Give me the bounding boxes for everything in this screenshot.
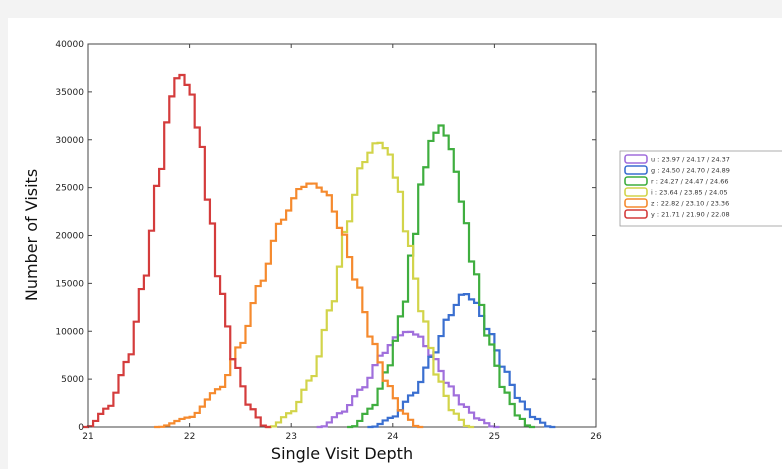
y-axis: 0 5000 10000 15000 20000 25000 30000 35000 40000… xyxy=(22,40,596,433)
x-axis-label: Single Visit Depth xyxy=(271,444,413,463)
legend-label-5: y : 21.71 / 21.90 / 22.08 xyxy=(651,211,730,219)
y-tick-label: 20000 xyxy=(55,232,84,242)
legend-swatch-2 xyxy=(624,176,648,186)
x-tick-label: 22 xyxy=(184,432,195,442)
y-tick-label: 10000 xyxy=(55,327,84,337)
series-line-0 xyxy=(316,330,500,429)
series-line-3 xyxy=(265,141,475,429)
series-layer xyxy=(82,73,556,429)
plot-area xyxy=(82,43,597,429)
legend: u : 23.97 / 24.17 / 24.37 g : 24.50 / 24.… xyxy=(619,150,782,227)
legend-swatch-5 xyxy=(624,209,648,219)
legend-label-0: u : 23.97 / 24.17 / 24.37 xyxy=(651,156,730,164)
legend-label-2: r : 24.27 / 24.47 / 24.66 xyxy=(651,178,728,186)
legend-swatch-1 xyxy=(624,165,648,175)
y-tick-label: 25000 xyxy=(55,184,84,194)
legend-swatch-4 xyxy=(624,198,648,208)
x-tick-label: 25 xyxy=(489,432,500,442)
legend-label-3: i : 23.64 / 23.85 / 24.05 xyxy=(651,189,728,197)
x-axis: 21 22 23 24 25 26 Single Visit Depth xyxy=(82,44,602,463)
y-tick-label: 40000 xyxy=(55,40,84,50)
x-tick-labels: 21 22 23 24 25 26 xyxy=(82,44,602,442)
legend-label-1: g : 24.50 / 24.70 / 24.89 xyxy=(651,167,730,175)
y-tick-label: 15000 xyxy=(55,279,84,289)
y-tick-label: 35000 xyxy=(55,88,84,98)
y-axis-label: Number of Visits xyxy=(22,169,41,301)
series-line-4 xyxy=(154,182,424,429)
x-tick-label: 26 xyxy=(590,432,602,442)
legend-swatch-3 xyxy=(624,187,648,197)
legend-swatch-0 xyxy=(624,154,648,164)
legend-items: u : 23.97 / 24.17 / 24.37 g : 24.50 / 24.… xyxy=(624,154,730,219)
y-tick-label: 5000 xyxy=(61,375,84,385)
x-tick-label: 21 xyxy=(82,432,93,442)
x-tick-label: 23 xyxy=(285,432,296,442)
legend-label-4: z : 22.82 / 23.10 / 23.36 xyxy=(651,200,729,208)
y-tick-labels: 0 5000 10000 15000 20000 25000 30000 35000 40000 xyxy=(55,40,596,433)
series-line-5 xyxy=(82,73,271,429)
x-tick-label: 24 xyxy=(387,432,399,442)
y-tick-label: 30000 xyxy=(55,136,84,146)
y-tick-label: 0 xyxy=(78,423,84,433)
series-line-2 xyxy=(347,124,536,429)
